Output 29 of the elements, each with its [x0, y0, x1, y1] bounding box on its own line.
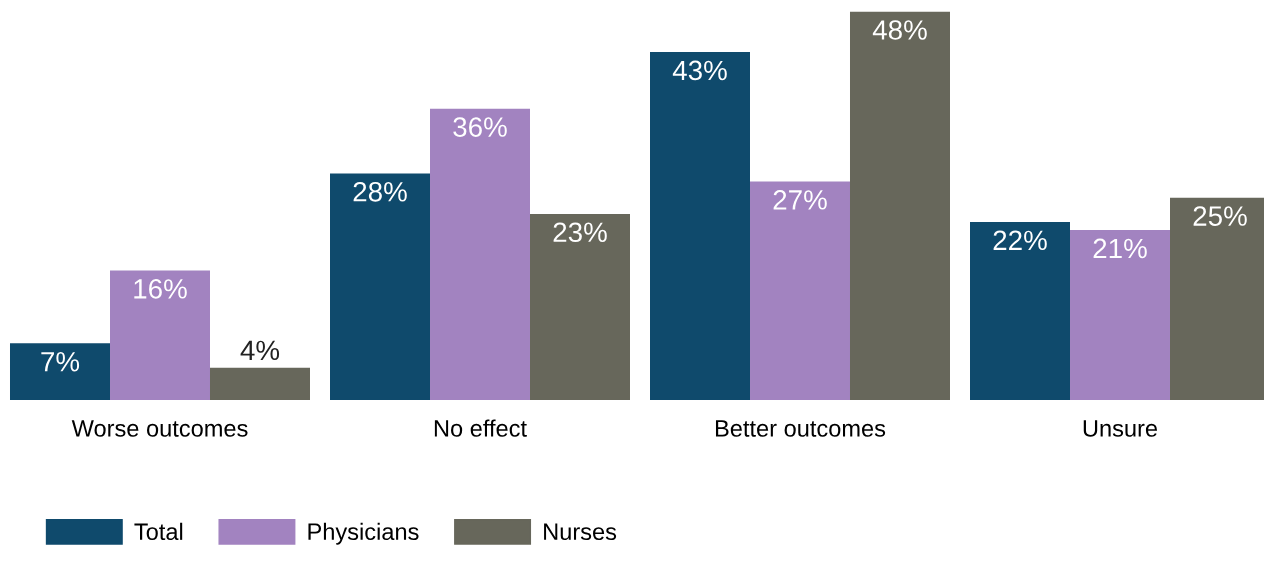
- bar: [850, 11, 950, 400]
- x-tick-label: Better outcomes: [715, 420, 886, 437]
- legend-label: Nurses: [544, 523, 617, 541]
- bar: [650, 52, 750, 400]
- bar: [530, 213, 630, 400]
- x-tick-label: No effect: [434, 419, 527, 437]
- x-tick-label: Unsure: [1083, 420, 1158, 437]
- legend-label: Total: [134, 522, 183, 541]
- bar: [10, 343, 110, 400]
- data-label: 48%: [872, 20, 927, 40]
- bar: [330, 173, 430, 400]
- data-label: 36%: [453, 117, 507, 137]
- data-label: 23%: [553, 222, 607, 243]
- data-label: 16%: [134, 279, 187, 299]
- data-label: 21%: [1093, 238, 1147, 259]
- data-label: 22%: [993, 230, 1047, 251]
- data-label: 4%: [240, 340, 280, 361]
- data-label: 25%: [1193, 206, 1247, 226]
- bar: [430, 108, 530, 400]
- legend-label: Physicians: [308, 522, 419, 545]
- data-label: 27%: [773, 190, 827, 210]
- bar: [210, 367, 310, 400]
- data-label: 43%: [672, 60, 727, 81]
- bar: [970, 222, 1070, 400]
- bar: [750, 181, 850, 400]
- bar: [110, 270, 210, 400]
- data-label: 7%: [41, 351, 80, 372]
- data-label: 28%: [353, 181, 407, 202]
- x-tick-label: Worse outcomes: [71, 420, 248, 437]
